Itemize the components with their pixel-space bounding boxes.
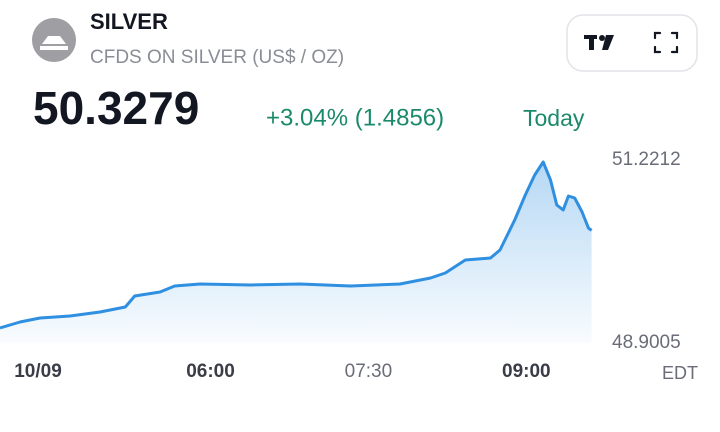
- change: +3.04% (1.4856): [266, 104, 444, 131]
- x-tick-label: 09:00: [502, 361, 551, 382]
- symbol-icon: [32, 18, 76, 62]
- price: 50.3279: [33, 82, 199, 134]
- x-tick-label: 06:00: [186, 361, 235, 382]
- symbol: SILVER: [90, 9, 168, 34]
- description: CFDS ON SILVER (US$ / OZ): [90, 47, 344, 68]
- area: [0, 162, 592, 343]
- line: [0, 160, 593, 330]
- x-tick-label: 10/09: [14, 361, 62, 382]
- y-tick-label: 51.2212: [612, 149, 681, 170]
- x-tick-label: 07:30: [345, 361, 393, 382]
- y-tick-label: 48.9005: [612, 332, 681, 353]
- timezone: EDT: [662, 363, 698, 383]
- toolbar: [566, 14, 698, 72]
- period: Today: [523, 105, 585, 131]
- fullscreen-button[interactable]: [653, 31, 679, 54]
- tradingview-logo[interactable]: [584, 35, 614, 50]
